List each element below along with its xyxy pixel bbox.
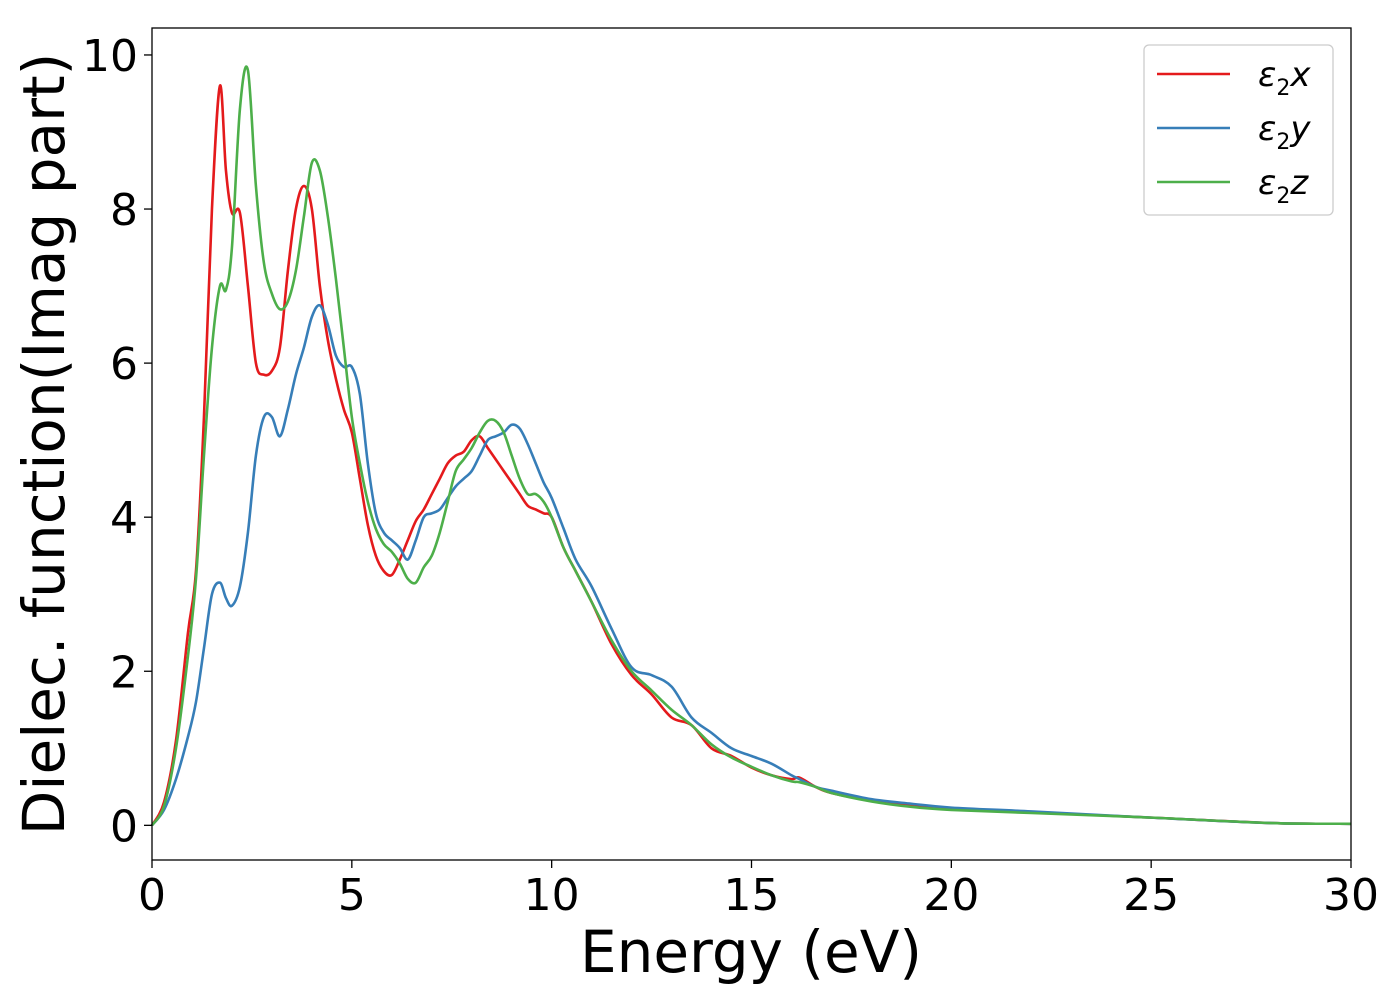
x-tick-label: 20	[923, 870, 979, 921]
series-line-2	[150, 303, 1352, 827]
x-tick-label: 5	[338, 870, 366, 921]
x-tick-label: 10	[524, 870, 580, 921]
x-tick-label: 30	[1323, 870, 1379, 921]
legend-label: ε2z	[1258, 163, 1309, 209]
y-axis-ticks: 0 2 4 6 8 10	[82, 31, 152, 852]
y-tick-label: 2	[110, 647, 138, 698]
x-axis-ticks: 0 5 10 15 20 25 30	[138, 860, 1379, 921]
y-axis-title: Dielec. function(Imag part)	[10, 53, 78, 836]
y-tick-label: 10	[82, 31, 138, 82]
legend: ε2x ε2y ε2z	[1143, 44, 1334, 216]
y-tick-label: 0	[110, 801, 138, 852]
y-tick-label: 6	[110, 339, 138, 390]
x-tick-label: 0	[138, 870, 166, 921]
series-layer	[150, 65, 1352, 827]
x-tick-label: 25	[1123, 870, 1179, 921]
legend-box	[1143, 44, 1334, 216]
x-tick-label: 15	[724, 870, 780, 921]
y-tick-label: 8	[110, 185, 138, 236]
legend-label: ε2x	[1258, 55, 1311, 101]
legend-label: ε2y	[1258, 109, 1311, 155]
series-line-3	[150, 65, 1352, 827]
y-tick-label: 4	[110, 493, 138, 544]
x-axis-title: Energy (eV)	[580, 918, 922, 986]
